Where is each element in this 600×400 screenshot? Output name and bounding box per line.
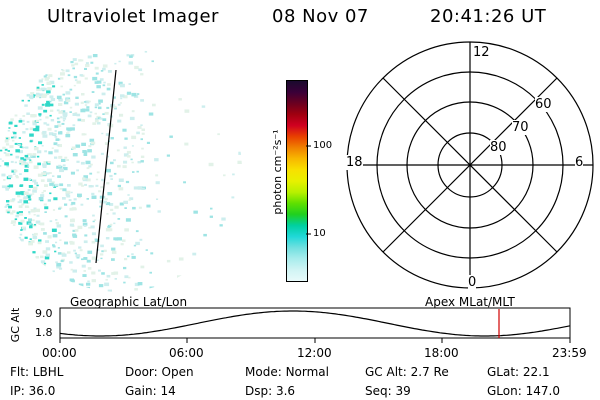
info-door: Door: Open xyxy=(125,365,194,379)
strip-x-tick-0600: 06:00 xyxy=(169,346,204,360)
strip-x-tick-0000: 00:00 xyxy=(42,346,77,360)
altitude-curve xyxy=(59,310,571,337)
mlat-label-80: 80 xyxy=(490,140,507,155)
mlat-label-70: 70 xyxy=(512,120,529,135)
colorbar-tick-10: 10 xyxy=(313,228,326,239)
colorbar xyxy=(286,80,308,282)
info-mode: Mode: Normal xyxy=(245,365,329,379)
info-dsp: Dsp: 3.6 xyxy=(245,384,296,398)
terminator-line xyxy=(95,69,117,264)
strip-right-title: Apex MLat/MLT xyxy=(425,295,515,309)
strip-y-tick-min: 1.8 xyxy=(35,326,53,339)
strip-y-tick-max: 9.0 xyxy=(35,307,53,320)
info-glon: GLon: 147.0 xyxy=(487,384,560,398)
time-label: 20:41:26 UT xyxy=(430,6,547,27)
strip-x-tick-1800: 18:00 xyxy=(424,346,459,360)
polar-diagonal-2 xyxy=(382,77,558,253)
info-gc-alt: GC Alt: 2.7 Re xyxy=(365,365,449,379)
strip-x-tick-2359: 23:59 xyxy=(552,346,587,360)
colorbar-tick-100: 100 xyxy=(313,140,333,151)
mlt-label-18: 18 xyxy=(346,155,363,170)
strip-x-tick-marks xyxy=(59,338,571,343)
info-gain: Gain: 14 xyxy=(125,384,176,398)
info-glat: GLat: 22.1 xyxy=(487,365,550,379)
mlat-label-60: 60 xyxy=(535,97,552,112)
info-ip: IP: 36.0 xyxy=(10,384,56,398)
strip-x-tick-1200: 12:00 xyxy=(297,346,332,360)
mlt-label-6: 6 xyxy=(575,155,584,170)
uv-emission-pixels xyxy=(0,50,242,292)
instrument-title: Ultraviolet Imager xyxy=(47,6,219,27)
strip-left-title: Geographic Lat/Lon xyxy=(70,295,188,309)
info-seq: Seq: 39 xyxy=(365,384,411,398)
mlt-label-12: 12 xyxy=(473,45,490,60)
date-label: 08 Nov 07 xyxy=(272,6,369,27)
info-filter: Flt: LBHL xyxy=(10,365,64,379)
mlt-label-0: 0 xyxy=(468,275,477,290)
